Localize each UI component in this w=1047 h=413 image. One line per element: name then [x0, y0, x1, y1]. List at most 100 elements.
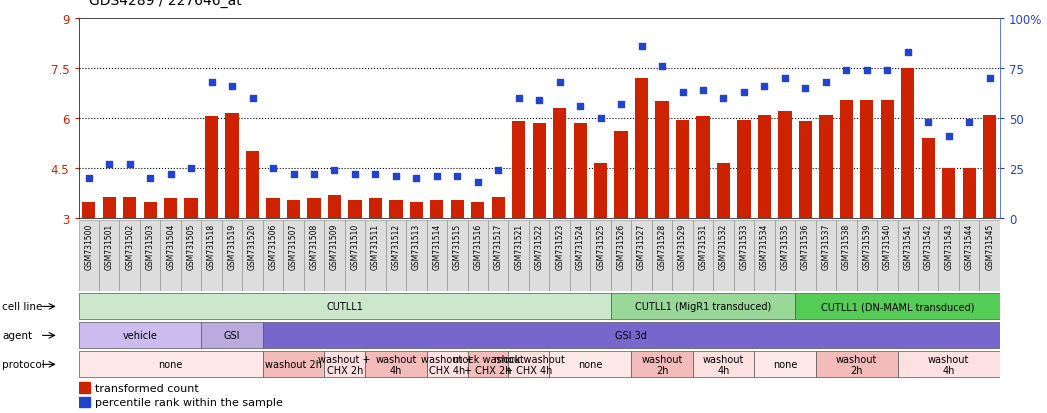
Text: GSM731502: GSM731502 — [126, 223, 134, 269]
Bar — [775, 221, 795, 291]
Bar — [754, 221, 775, 291]
Text: GSM731520: GSM731520 — [248, 223, 258, 269]
Text: GSM731523: GSM731523 — [555, 223, 564, 269]
Text: transformed count: transformed count — [95, 383, 199, 393]
Text: GSM731538: GSM731538 — [842, 223, 851, 269]
Bar — [266, 199, 280, 219]
Bar — [181, 221, 201, 291]
Bar — [103, 197, 116, 219]
Text: GSM731528: GSM731528 — [658, 223, 667, 269]
Bar — [222, 221, 242, 291]
Point — [306, 171, 322, 178]
Bar — [205, 117, 218, 219]
Text: GSM731524: GSM731524 — [576, 223, 584, 269]
Point — [387, 173, 404, 180]
Bar — [201, 221, 222, 291]
Point — [510, 95, 527, 102]
Text: GSM731529: GSM731529 — [678, 223, 687, 269]
Bar — [79, 382, 89, 393]
Point — [101, 161, 117, 168]
Bar — [734, 221, 754, 291]
Bar — [533, 124, 545, 219]
Point — [736, 89, 753, 96]
Point — [694, 88, 711, 94]
Text: GSM731505: GSM731505 — [186, 223, 196, 269]
Bar — [509, 351, 550, 377]
Bar — [124, 197, 136, 219]
Text: GSM731514: GSM731514 — [432, 223, 442, 269]
Bar — [143, 202, 157, 219]
Bar — [816, 221, 837, 291]
Point — [552, 79, 569, 86]
Bar — [693, 221, 713, 291]
Text: GSM731508: GSM731508 — [310, 223, 318, 269]
Text: cell line: cell line — [2, 301, 43, 312]
Text: GDS4289 / 227646_at: GDS4289 / 227646_at — [89, 0, 242, 8]
Text: mock washout
+ CHX 2h: mock washout + CHX 2h — [452, 354, 524, 375]
Text: none: none — [158, 359, 183, 370]
Bar — [468, 351, 509, 377]
Bar — [758, 115, 771, 219]
Text: GSI 3d: GSI 3d — [616, 330, 647, 341]
Bar — [713, 221, 734, 291]
Bar — [246, 152, 260, 219]
Bar — [284, 221, 304, 291]
Point — [612, 102, 629, 108]
Bar — [819, 115, 832, 219]
Bar — [631, 221, 652, 291]
Text: GSM731510: GSM731510 — [351, 223, 359, 269]
Bar — [140, 221, 160, 291]
Bar — [856, 221, 877, 291]
Point — [593, 116, 609, 122]
Point — [449, 173, 466, 180]
Bar — [652, 221, 672, 291]
Bar — [881, 100, 894, 219]
Point — [653, 63, 670, 70]
Bar — [430, 201, 444, 219]
Bar — [696, 117, 710, 219]
Text: washout
4h: washout 4h — [928, 354, 970, 375]
Text: GSM731536: GSM731536 — [801, 223, 810, 269]
Text: GSM731539: GSM731539 — [863, 223, 871, 269]
Bar — [409, 202, 423, 219]
Bar — [959, 221, 979, 291]
Bar — [450, 201, 464, 219]
Text: GSM731537: GSM731537 — [821, 223, 830, 269]
Text: washout
4h: washout 4h — [703, 354, 744, 375]
Text: GSM731544: GSM731544 — [964, 223, 974, 269]
Bar — [349, 201, 361, 219]
Text: GSM731521: GSM731521 — [514, 223, 524, 269]
Point — [838, 67, 854, 74]
Bar — [263, 221, 284, 291]
Text: GSM731509: GSM731509 — [330, 223, 339, 269]
Point — [572, 103, 588, 110]
Point — [428, 173, 445, 180]
Text: washout +
CHX 2h: washout + CHX 2h — [318, 354, 371, 375]
Text: GSM731516: GSM731516 — [473, 223, 483, 269]
Bar — [901, 69, 914, 219]
Text: GSM731501: GSM731501 — [105, 223, 114, 269]
Bar — [79, 294, 610, 320]
Bar — [693, 351, 754, 377]
Text: washout 2h: washout 2h — [265, 359, 322, 370]
Bar — [717, 164, 730, 219]
Bar — [488, 221, 509, 291]
Bar — [389, 201, 402, 219]
Text: percentile rank within the sample: percentile rank within the sample — [95, 397, 283, 407]
Text: GSM731534: GSM731534 — [760, 223, 768, 269]
Bar — [426, 221, 447, 291]
Text: washout +
CHX 4h: washout + CHX 4h — [421, 354, 473, 375]
Point — [265, 166, 282, 172]
Text: CUTLL1: CUTLL1 — [327, 301, 363, 312]
Point — [859, 67, 875, 74]
Bar — [942, 169, 955, 219]
Text: GSM731545: GSM731545 — [985, 223, 995, 269]
Text: washout
4h: washout 4h — [375, 354, 417, 375]
Bar — [344, 221, 365, 291]
Bar — [263, 323, 1000, 349]
Bar — [553, 109, 566, 219]
Bar — [634, 79, 648, 219]
Text: GSM731517: GSM731517 — [494, 223, 503, 269]
Bar — [672, 221, 693, 291]
Point — [81, 176, 97, 182]
